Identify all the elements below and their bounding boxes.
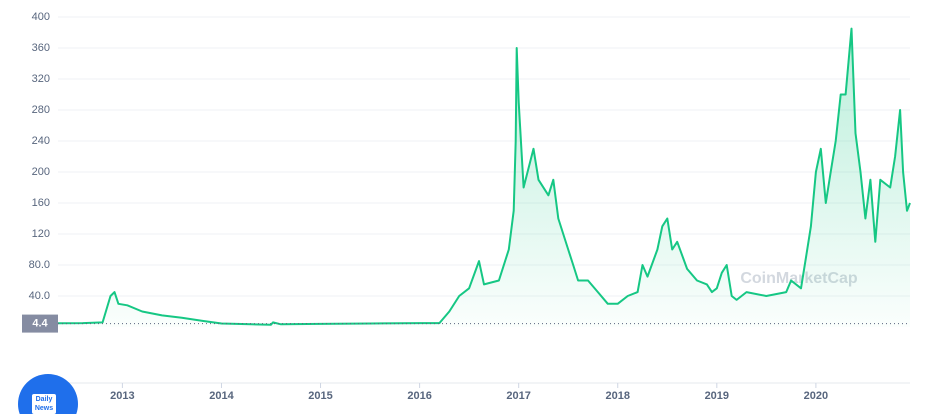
badge-text: Daily bbox=[36, 396, 53, 403]
x-tick-label: 2019 bbox=[705, 390, 729, 402]
y-tick-label: 200 bbox=[32, 166, 50, 178]
y-tick-label: 280 bbox=[32, 104, 50, 116]
y-tick-label: 360 bbox=[32, 42, 50, 54]
y-tick-label: 120 bbox=[32, 228, 50, 240]
y-tick-label: 400 bbox=[32, 11, 50, 23]
x-tick-label: 2020 bbox=[804, 390, 828, 402]
badge-box bbox=[32, 394, 56, 414]
y-tick-label: 240 bbox=[32, 135, 50, 147]
x-tick-label: 2018 bbox=[606, 390, 630, 402]
current-price-box bbox=[22, 314, 58, 333]
x-tick-label: 2017 bbox=[506, 390, 530, 402]
x-tick-label: 2015 bbox=[308, 390, 332, 402]
x-tick-label: 2013 bbox=[110, 390, 134, 402]
current-price-label: 4.4 bbox=[32, 317, 48, 329]
y-tick-label: 80.0 bbox=[29, 259, 50, 271]
y-tick-label: 320 bbox=[32, 73, 50, 85]
price-area bbox=[58, 28, 910, 327]
x-tick-label: 2014 bbox=[209, 390, 234, 402]
y-tick-label: 40.0 bbox=[29, 290, 50, 302]
y-tick-label: 160 bbox=[32, 197, 50, 209]
x-tick-label: 2016 bbox=[407, 390, 431, 402]
badge-text: News bbox=[35, 405, 53, 412]
